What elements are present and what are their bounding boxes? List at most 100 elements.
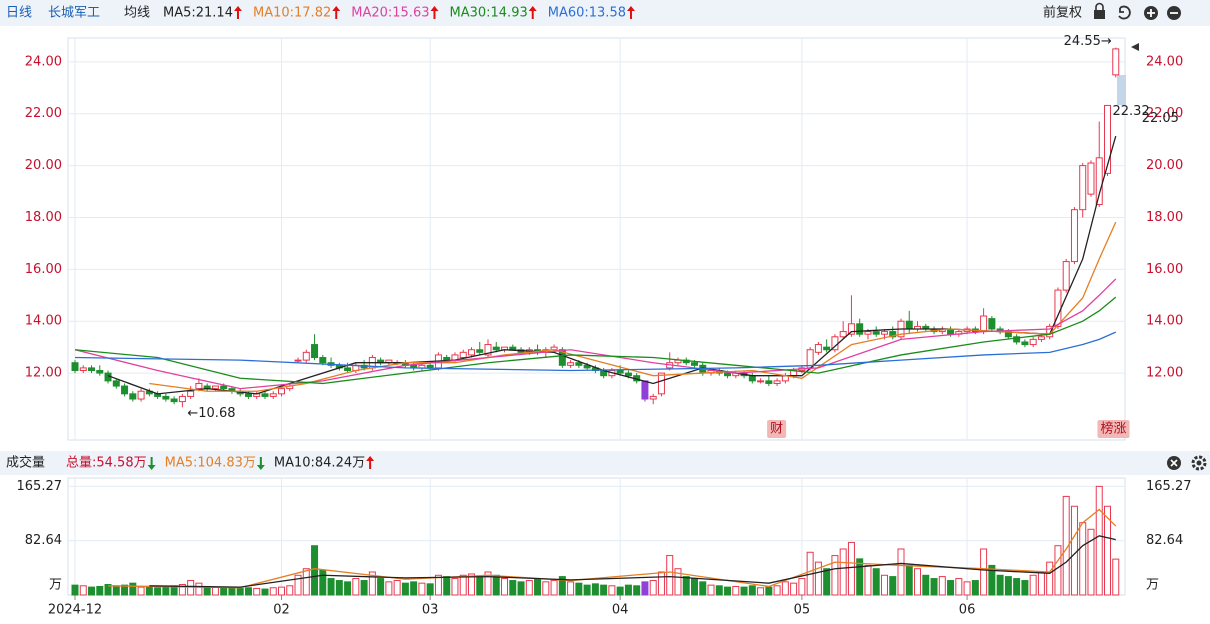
y-tick-label: 165.27	[17, 479, 63, 494]
y-tick-label: 12.00	[25, 366, 62, 381]
volume-bar	[748, 585, 756, 596]
volume-bar	[905, 564, 913, 596]
candle-body	[583, 364, 591, 369]
volume-bar	[121, 584, 129, 596]
ma-line	[107, 135, 1117, 395]
volume-bar	[641, 581, 649, 596]
volume-bar	[914, 568, 922, 596]
candle-body	[121, 385, 129, 395]
candle-body	[71, 362, 79, 371]
candle-body	[319, 357, 327, 364]
volume-bar	[154, 587, 162, 596]
candle-body	[839, 331, 847, 338]
candle-body	[1104, 104, 1111, 174]
volume-bar	[707, 584, 715, 596]
candle-body	[905, 320, 913, 330]
volume-bar	[1013, 578, 1021, 596]
lock-icon[interactable]	[1094, 2, 1105, 20]
volume-bar	[187, 580, 195, 596]
ma-line	[149, 535, 1116, 588]
volume-bar	[79, 585, 87, 596]
x-tick-label: 06	[959, 603, 976, 618]
volume-ma-legend: MA10:84.24万	[274, 456, 365, 471]
candle-body	[1021, 341, 1029, 346]
candle-body	[220, 385, 228, 390]
candle-body	[657, 372, 665, 395]
volume-bar	[220, 587, 228, 596]
volume-bar	[1029, 574, 1037, 596]
candle-body	[269, 393, 277, 397]
volume-bar	[319, 569, 327, 596]
volume-bar	[947, 580, 955, 596]
close-icon[interactable]	[1167, 456, 1181, 470]
candle-body	[575, 362, 583, 366]
volume-bar	[798, 578, 806, 596]
ma-legend: MA60:13.58	[548, 6, 626, 21]
ma-line	[149, 221, 1117, 392]
volume-bar	[1070, 505, 1078, 596]
candle-body	[1070, 209, 1078, 263]
candle-body	[980, 315, 988, 333]
volume-bar	[434, 574, 442, 596]
candle-body	[864, 331, 872, 335]
volume-bar	[880, 574, 888, 596]
trend-arrow	[626, 6, 635, 19]
volume-bar	[129, 582, 137, 596]
volume-bar	[443, 576, 451, 596]
volume-bar	[327, 578, 335, 596]
zoom-in[interactable]	[1144, 6, 1158, 20]
ma-title: 均线	[124, 6, 150, 21]
x-tick-label: 05	[794, 603, 811, 618]
volume-bar	[633, 585, 641, 596]
volume-bar	[1095, 485, 1103, 596]
volume-bar	[682, 576, 690, 596]
volume-bar	[377, 578, 385, 596]
volume-bar	[278, 586, 285, 596]
volume-bar	[897, 548, 905, 596]
candle-body	[847, 323, 855, 335]
candle-body	[476, 349, 484, 353]
top-bar	[0, 0, 1210, 26]
period[interactable]: 日线	[6, 6, 32, 21]
settings-icon[interactable]	[1191, 455, 1207, 471]
volume-bar	[335, 580, 343, 596]
zoom-out[interactable]	[1167, 6, 1181, 20]
volume-bar	[649, 580, 657, 596]
candle-body	[814, 344, 822, 353]
volume-bar	[459, 574, 467, 596]
candle-body	[765, 380, 773, 384]
y-tick-label-right: 22.00	[1146, 106, 1183, 121]
stock-name[interactable]: 长城军工	[48, 6, 100, 21]
volume-bar	[236, 587, 244, 596]
volume-bar	[575, 582, 583, 596]
candle-body	[691, 362, 698, 366]
candle-body	[1095, 157, 1103, 206]
volume-bar	[0, 451, 1210, 475]
candle-body	[624, 372, 632, 377]
volume-bar	[600, 584, 608, 596]
volume-bar	[410, 581, 418, 596]
ma-legend: MA5:21.14	[163, 6, 233, 21]
undo-icon[interactable]	[1118, 5, 1131, 20]
volume-bar	[781, 581, 789, 596]
candle-body	[162, 395, 170, 400]
candle-body	[567, 362, 575, 366]
volume-bar	[1087, 528, 1095, 596]
ma-legend: MA30:14.93	[449, 6, 527, 21]
volume-bar	[732, 585, 740, 596]
ma-legend: MA20:15.63	[351, 6, 429, 21]
volume-bar	[963, 581, 971, 596]
volume-title: 成交量	[6, 455, 45, 471]
candle-body	[748, 375, 756, 382]
ma-legend: MA10:17.82	[253, 6, 331, 21]
volume-bar	[71, 584, 79, 596]
candle-body	[616, 369, 624, 374]
annotation: 22.32	[1113, 104, 1150, 119]
candle-body	[443, 357, 451, 361]
adjust[interactable]: 前复权	[1043, 5, 1082, 21]
candle-body	[724, 372, 732, 377]
candle-body	[484, 344, 492, 356]
range-box	[1117, 75, 1126, 105]
annotation: ←10.68	[187, 406, 235, 421]
